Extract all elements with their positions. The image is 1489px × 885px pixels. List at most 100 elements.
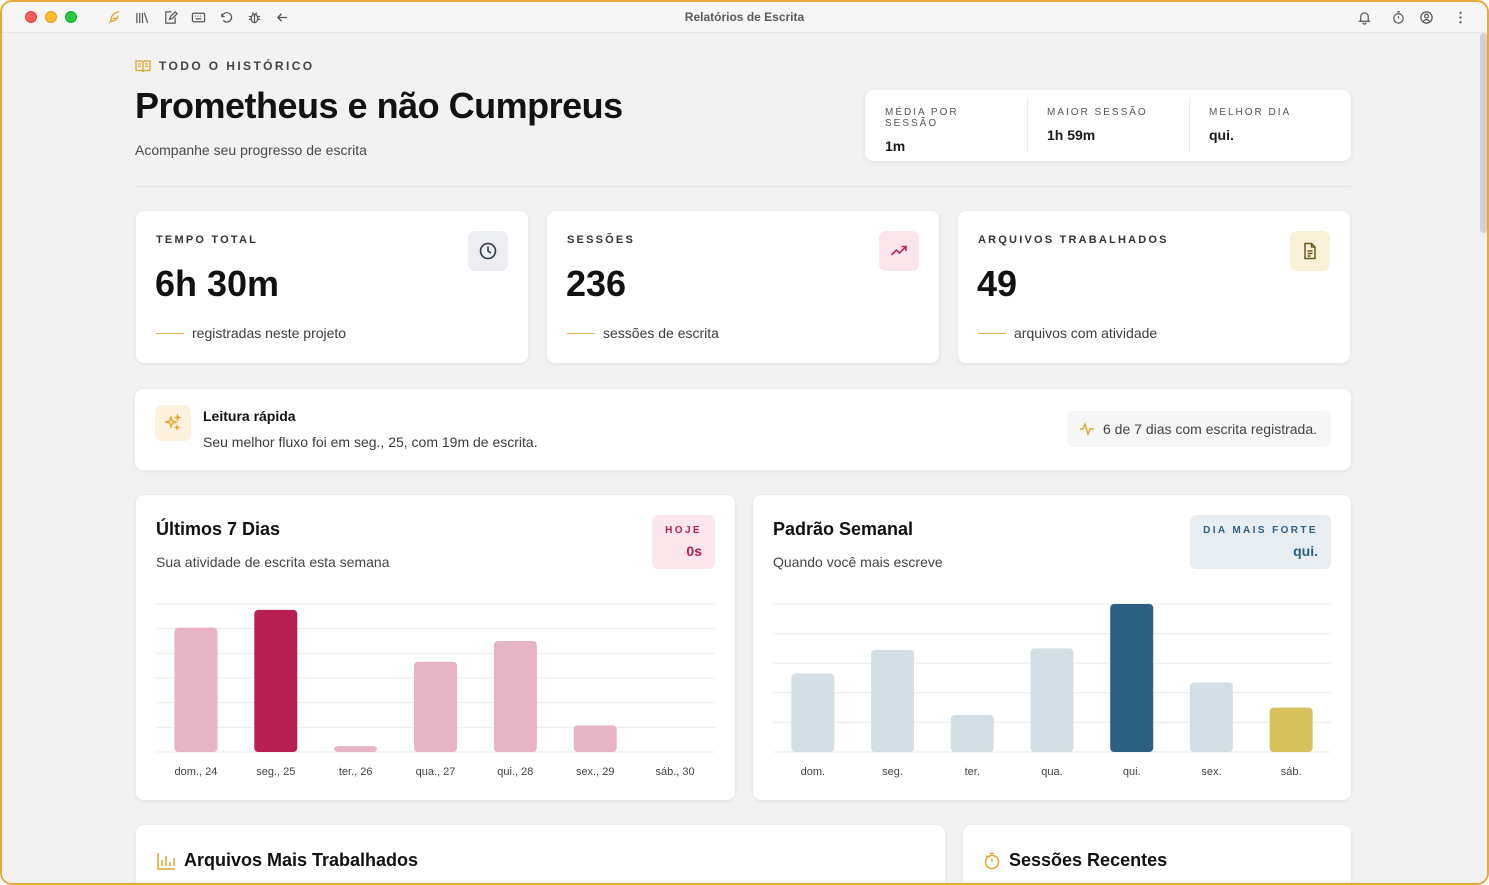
page-title: Prometheus e não Cumpreus — [135, 85, 623, 126]
bar — [254, 609, 298, 752]
x-tick-label: seg., 25 — [256, 766, 295, 778]
bar — [950, 715, 994, 752]
feather-icon[interactable] — [106, 9, 122, 25]
trending-up-icon — [879, 231, 919, 271]
zoom-window-button[interactable] — [65, 11, 77, 23]
bar — [1269, 707, 1313, 752]
mini-stat-value: 1h 59m — [1047, 127, 1096, 143]
title-bar: Relatórios de Escrita — [2, 2, 1487, 33]
stat-foot-text: sessões de escrita — [603, 325, 719, 341]
weekly-pattern-chart: dom. seg. ter. qua. qui. sex. sáb. — [773, 603, 1331, 778]
mini-stat-label: MAIOR SESSÃO — [1047, 107, 1148, 118]
stat-value: 6h 30m — [155, 263, 280, 304]
stat-value: 49 — [977, 263, 1018, 304]
chart-title: Últimos 7 Dias — [156, 519, 281, 539]
stat-footnote: registradas neste projeto — [156, 325, 346, 341]
stat-card-sessions: SESSÕES 236 sessões de escrita — [547, 211, 939, 363]
activity-icon — [1080, 421, 1094, 437]
header-divider — [135, 186, 1351, 187]
scrollbar-thumb[interactable] — [1480, 33, 1487, 233]
top-files-heading: Arquivos Mais Trabalhados — [156, 850, 418, 871]
clock-icon — [468, 231, 508, 271]
undo-icon[interactable] — [218, 9, 234, 25]
strongest-day-badge: DIA MAIS FORTE qui. — [1190, 515, 1331, 569]
bar-chart-icon — [157, 852, 175, 870]
stat-foot-text: arquivos com atividade — [1014, 325, 1158, 341]
library-icon[interactable] — [134, 9, 150, 25]
recent-sessions-heading: Sessões Recentes — [983, 850, 1167, 871]
x-tick-label: sáb. — [1281, 766, 1302, 778]
chart-subtitle: Sua atividade de escrita esta semana — [156, 554, 390, 570]
x-tick-label: ter. — [965, 766, 980, 778]
x-tick-label: sex., 29 — [576, 766, 615, 778]
stat-label: SESSÕES — [567, 234, 635, 246]
x-tick-label: seg. — [882, 766, 903, 778]
book-icon — [135, 60, 151, 73]
timer-icon[interactable] — [1390, 9, 1406, 25]
bar — [871, 649, 915, 752]
x-tick-label: dom. — [801, 766, 825, 778]
bar — [174, 627, 218, 752]
edit-icon[interactable] — [162, 9, 178, 25]
timer-icon — [984, 852, 1000, 869]
bar — [334, 746, 378, 752]
days-written-pill: 6 de 7 dias com escrita registrada. — [1067, 411, 1331, 447]
bar — [414, 661, 457, 752]
eyebrow-label: TODO O HISTÓRICO — [159, 59, 315, 73]
bell-icon[interactable] — [1356, 9, 1372, 25]
bug-icon[interactable] — [246, 9, 262, 25]
x-tick-label: qui., 28 — [497, 766, 533, 778]
account-icon[interactable] — [1418, 9, 1434, 25]
window-title: Relatórios de Escrita — [684, 10, 805, 24]
page-subtitle: Acompanhe seu progresso de escrita — [135, 142, 367, 158]
chart-subtitle: Quando você mais escreve — [773, 554, 943, 570]
x-tick-label: qui. — [1123, 766, 1141, 778]
last-7-days-chart: dom., 24 seg., 25 ter., 26 qua., 27 qui., 28… — [156, 603, 715, 778]
today-badge: HOJE 0s — [652, 515, 715, 569]
mini-stat-longest: MAIOR SESSÃO 1h 59m — [1027, 90, 1189, 161]
bar — [493, 641, 537, 752]
badge-value: 0s — [686, 543, 702, 559]
mini-stats-panel: MÉDIA POR SESSÃO 1m MAIOR SESSÃO 1h 59m … — [865, 90, 1351, 161]
x-tick-label: sex. — [1201, 766, 1221, 778]
x-tick-label: qua. — [1041, 766, 1062, 778]
badge-value: qui. — [1293, 543, 1318, 559]
stat-card-files: ARQUIVOS TRABALHADOS 49 arquivos com ati… — [958, 211, 1350, 363]
history-eyebrow: TODO O HISTÓRICO — [135, 59, 315, 73]
stat-label: TEMPO TOTAL — [156, 234, 259, 246]
stat-label: ARQUIVOS TRABALHADOS — [978, 234, 1169, 246]
stat-footnote: arquivos com atividade — [978, 325, 1157, 341]
mini-stat-value: qui. — [1209, 127, 1234, 143]
x-tick-label: ter., 26 — [339, 766, 373, 778]
stat-value: 236 — [566, 263, 627, 304]
keyboard-icon[interactable] — [190, 9, 206, 25]
back-arrow-icon[interactable] — [274, 9, 290, 25]
weekly-pattern-card: Padrão Semanal Quando você mais escreve … — [753, 495, 1351, 800]
bar — [1030, 648, 1074, 752]
mini-stat-value: 1m — [885, 138, 906, 154]
recent-sessions-title: Sessões Recentes — [1009, 850, 1168, 870]
close-window-button[interactable] — [25, 11, 37, 23]
bar — [573, 725, 617, 752]
quick-read-text: Seu melhor fluxo foi em seg., 25, com 19… — [203, 434, 538, 450]
x-tick-label: dom., 24 — [175, 766, 218, 778]
minimize-window-button[interactable] — [45, 11, 57, 23]
bar — [1110, 604, 1154, 752]
mini-stat-average: MÉDIA POR SESSÃO 1m — [865, 90, 1027, 161]
more-icon[interactable] — [1452, 9, 1468, 25]
stat-footnote: sessões de escrita — [567, 325, 719, 341]
quick-read-card: Leitura rápida Seu melhor fluxo foi em s… — [135, 389, 1351, 470]
quick-read-title: Leitura rápida — [203, 408, 296, 424]
bar — [791, 673, 835, 752]
badge-label: HOJE — [665, 525, 702, 536]
mini-stat-best-day: MELHOR DIA qui. — [1189, 90, 1351, 161]
top-files-title: Arquivos Mais Trabalhados — [184, 850, 419, 870]
mini-stat-label: MELHOR DIA — [1209, 107, 1292, 118]
bar — [1189, 682, 1233, 752]
badge-label: DIA MAIS FORTE — [1203, 525, 1318, 536]
sparkles-icon — [155, 405, 191, 441]
x-tick-label: qua., 27 — [416, 766, 456, 778]
chart-title: Padrão Semanal — [773, 519, 914, 539]
stat-card-total-time: TEMPO TOTAL 6h 30m registradas neste pro… — [136, 211, 528, 363]
